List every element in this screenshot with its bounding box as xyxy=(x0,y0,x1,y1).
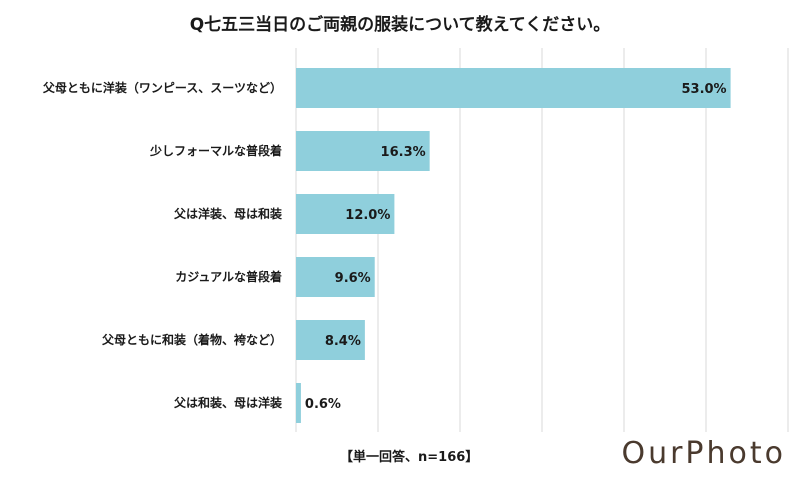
bar xyxy=(296,68,731,108)
sample-note: 【単一回答、n=166】 xyxy=(340,450,479,465)
category-label: 少しフォーマルな普段着 xyxy=(149,143,282,158)
value-label: 12.0% xyxy=(345,208,390,223)
bar xyxy=(296,131,430,171)
value-label: 16.3% xyxy=(381,145,426,160)
bar xyxy=(296,257,375,297)
value-label: 0.6% xyxy=(305,397,341,412)
bar xyxy=(296,383,301,423)
category-label: 父母ともに和装（着物、袴など） xyxy=(101,332,282,347)
brand-logo: OurPhoto xyxy=(621,436,786,471)
value-label: 8.4% xyxy=(325,334,361,349)
category-label: 父は洋装、母は和装 xyxy=(173,206,282,221)
bar xyxy=(296,320,365,360)
category-label: カジュアルな普段着 xyxy=(175,269,282,284)
value-label: 9.6% xyxy=(335,271,371,286)
category-label: 父は和装、母は洋装 xyxy=(173,395,282,410)
bar xyxy=(296,194,395,234)
value-label: 53.0% xyxy=(681,82,726,97)
category-label: 父母ともに洋装（ワンピース、スーツなど） xyxy=(42,80,282,95)
chart-title: Q七五三当日のご両親の服装について教えてください。 xyxy=(189,15,611,35)
